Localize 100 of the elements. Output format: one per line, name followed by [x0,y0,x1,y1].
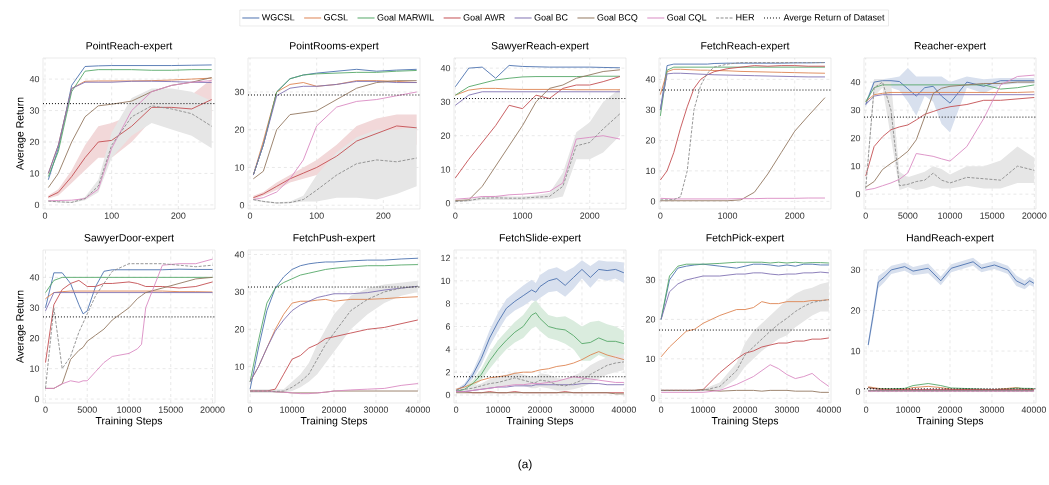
y-tick-label: 40 [850,78,861,86]
y-tick-label: 4 [445,346,451,353]
legend-label: Goal AWR [463,13,505,21]
x-tick-label: 0 [247,212,253,219]
x-tick-label: 20000 [321,406,347,413]
x-tick-label: 0 [247,406,253,413]
y-tick-label: 6 [445,323,451,330]
y-tick-label: 20 [440,132,451,139]
y-tick-label: 30 [440,98,451,106]
x-tick-label: 20000 [1022,212,1047,219]
y-axis-title: Average Return [16,97,26,171]
x-tick-label: 0 [43,406,48,413]
x-tick-label: 40000 [405,406,431,413]
y-tick-label: 8 [445,300,451,307]
x-tick-label: 15000 [980,212,1005,219]
y-tick-label: 30 [850,106,861,114]
y-tick-label: 40 [440,64,451,72]
y-tick-label: 30 [850,266,861,274]
x-tick-label: 30000 [569,406,595,413]
x-tick-label: 1000 [513,212,533,219]
legend-label: Averge Return of Dataset [783,14,885,23]
legend-label: GCSL [324,14,348,21]
x-tick-label: 10000 [896,406,921,413]
y-tick-label: 30 [645,276,656,284]
x-tick-label: 40000 [1021,406,1047,413]
x-tick-label: 10000 [486,406,511,413]
chart-title: FetchReach-expert [701,41,790,52]
x-axis-title: Training Steps [506,416,574,427]
x-tick-label: 0 [453,212,458,219]
x-tick-label: 0 [658,406,664,413]
x-tick-label: 0 [863,212,868,219]
x-tick-label: 0 [863,406,869,413]
x-tick-label: 2000 [785,212,805,219]
x-tick-label: 1000 [718,212,738,219]
y-tick-label: 10 [30,170,40,177]
x-tick-label: 2000 [580,212,600,219]
legend-label: Goal CQL [667,13,707,23]
x-tick-label: 30000 [363,406,389,413]
chart-title: SawyerDoor-expert [84,234,174,244]
y-tick-label: 40 [29,75,40,83]
y-tick-label: 30 [234,288,245,296]
x-tick-label: 5000 [898,212,918,219]
x-tick-label: 20000 [733,406,758,413]
y-tick-label: 0 [445,391,451,399]
y-tick-label: 20 [29,138,40,146]
x-tick-label: 100 [104,212,119,219]
y-tick-label: 40 [645,76,656,83]
legend-label: Goal BCQ [597,13,638,23]
y-tick-label: 10 [851,347,861,355]
x-tick-label: 30000 [774,406,800,413]
chart-title: FetchPick-expert [706,233,785,244]
chart-title: HandReach-expert [906,233,994,244]
y-tick-label: 10 [441,277,451,285]
x-tick-label: 30000 [979,406,1005,413]
y-tick-label: 40 [29,274,40,281]
y-tick-label: 30 [234,88,245,96]
x-tick-label: 10000 [117,406,142,413]
chart-title: FetchPush-expert [293,233,376,244]
x-axis-title: Training Steps [711,416,779,427]
x-tick-label: 200 [171,212,186,219]
x-tick-label: 20000 [527,406,553,413]
x-tick-label: 40000 [816,406,842,413]
x-tick-label: 200 [376,212,391,219]
legend-label: WGCSL [261,14,295,21]
y-tick-label: 10 [646,355,656,363]
chart-title: PointRooms-expert [290,41,379,52]
x-tick-label: 100 [309,212,324,219]
legend-label: HER [736,14,755,21]
y-axis-title: Average Return [16,290,26,364]
y-tick-label: 0 [445,200,451,207]
x-tick-label: 0 [658,212,663,219]
y-tick-label: 20 [29,335,40,342]
x-tick-label: 20000 [938,406,963,413]
y-tick-label: 20 [645,316,656,323]
y-tick-label: 10 [235,164,245,171]
legend-label: Goal BC [534,13,568,21]
y-tick-label: 20 [645,137,656,144]
y-tick-label: 0 [650,395,656,402]
x-tick-label: 20000 [200,406,225,413]
y-tick-label: 20 [234,126,245,133]
y-tick-label: 10 [851,162,861,170]
y-tick-label: 2 [445,369,451,376]
text: (a) [518,459,532,471]
y-tick-label: 0 [34,201,40,209]
y-tick-label: 10 [441,166,451,173]
y-tick-label: 12 [441,254,451,262]
legend-label: Goal MARWIL [377,13,434,21]
y-tick-label: 0 [855,388,861,395]
y-tick-label: 0 [855,190,861,198]
y-tick-label: 0 [34,395,40,403]
chart-title: PointReach-expert [86,41,173,52]
x-axis-title: Training Steps [916,416,984,427]
y-tick-label: 10 [235,363,245,370]
x-tick-label: 40000 [611,406,637,413]
x-tick-label: 0 [42,212,48,219]
chart-title: Reacher-expert [914,41,986,52]
y-tick-label: 10 [646,167,656,175]
y-tick-label: 20 [850,307,861,314]
y-tick-label: 30 [29,107,40,114]
x-axis-title: Training Steps [300,416,368,427]
